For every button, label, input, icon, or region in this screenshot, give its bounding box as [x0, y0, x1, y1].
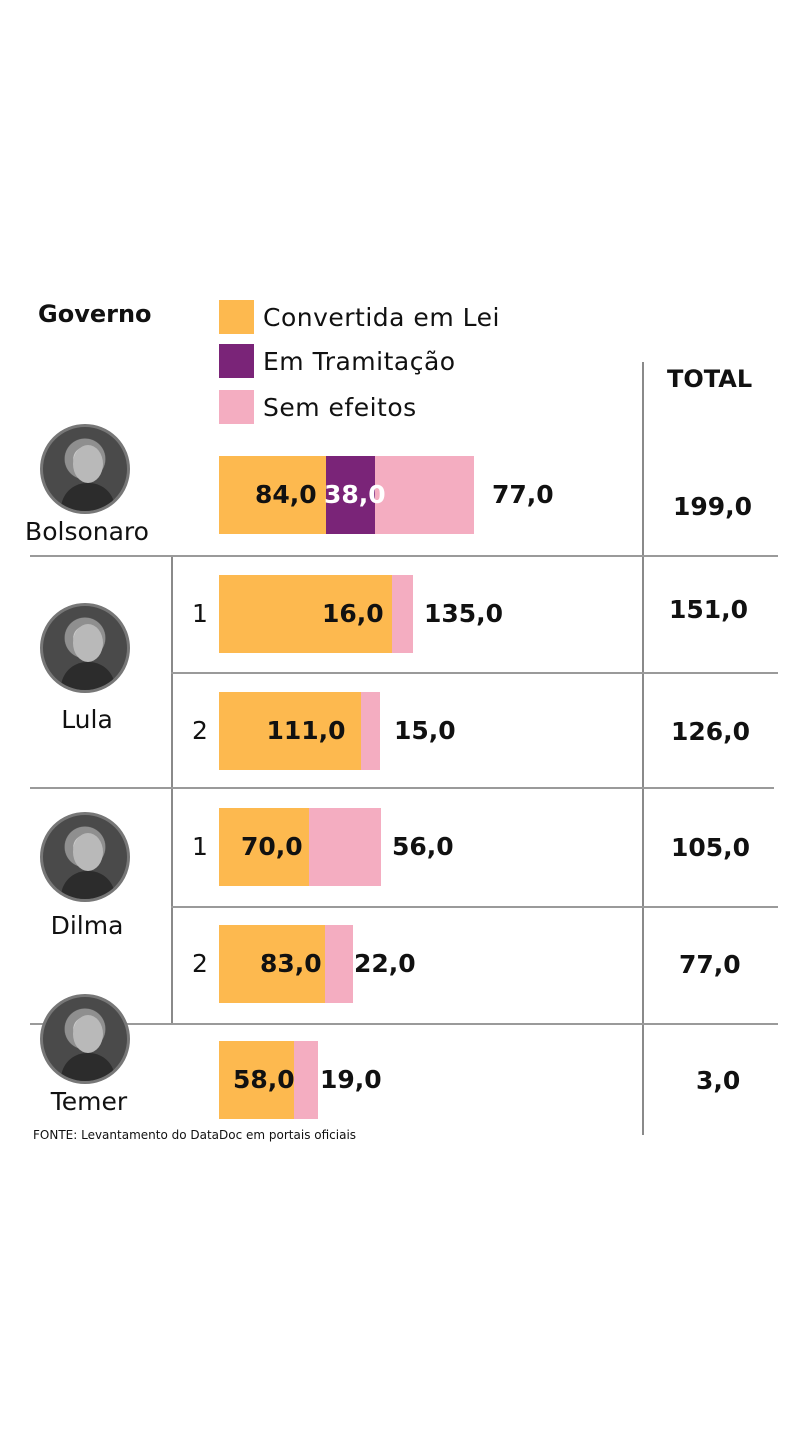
bar-label-converted: 58,0 — [233, 1065, 295, 1094]
bar-segment-no-effect — [325, 925, 353, 1003]
bar-segment-converted — [219, 925, 325, 1003]
total-value: 126,0 — [671, 717, 751, 746]
government-name-dilma: Dilma — [50, 911, 124, 940]
bar-label-outside: 15,0 — [394, 716, 456, 745]
government-name-lula: Lula — [61, 705, 113, 734]
bar-label-outside: 135,0 — [424, 599, 504, 628]
lula-photo — [40, 603, 130, 693]
term-number: 2 — [192, 949, 208, 978]
government-name-temer: Temer — [50, 1087, 128, 1116]
total-column-divider — [642, 362, 644, 1135]
bar-segment-converted — [219, 692, 361, 770]
total-header: TOTAL — [667, 365, 753, 393]
bar-label-outside: 56,0 — [392, 832, 454, 861]
term-number: 1 — [192, 599, 208, 628]
bar-label-converted: 70,0 — [241, 832, 303, 861]
legend-item-converted: Convertida em Lei — [219, 299, 500, 335]
legend-item-no-effect: Sem efeitos — [219, 389, 417, 425]
bar-segment-converted — [219, 808, 309, 886]
legend-label-in-progress: Em Tramitação — [263, 346, 456, 376]
total-value: 77,0 — [679, 950, 741, 979]
term-column-divider — [171, 556, 173, 1024]
governo-header: Governo — [38, 300, 152, 328]
bar-label-in-progress: 38,0 — [324, 480, 386, 509]
legend-swatch-converted — [219, 300, 254, 334]
bar-label-converted: 83,0 — [260, 949, 322, 978]
legend-swatch-in-progress — [219, 344, 254, 378]
bar-label-outside: 22,0 — [354, 949, 416, 978]
bar-label-converted: 111,0 — [266, 716, 346, 745]
total-value: 3,0 — [696, 1066, 741, 1095]
term-number: 1 — [192, 832, 208, 861]
legend-label-converted: Convertida em Lei — [263, 302, 500, 332]
legend-item-in-progress: Em Tramitação — [219, 343, 456, 379]
bar-segment-no-effect — [392, 575, 413, 653]
bolsonaro-photo — [40, 424, 130, 514]
total-value: 199,0 — [673, 492, 753, 521]
bar-label-converted: 84,0 — [255, 480, 317, 509]
bar-segment-no-effect — [309, 808, 381, 886]
total-value: 105,0 — [671, 833, 751, 862]
bar-label-converted: 16,0 — [322, 599, 384, 628]
bar-segment-no-effect — [294, 1041, 318, 1119]
bar-label-outside: 19,0 — [320, 1065, 382, 1094]
bar-label-outside: 77,0 — [492, 480, 554, 509]
dilma-photo — [40, 812, 130, 902]
term-number: 2 — [192, 716, 208, 745]
row-divider — [30, 787, 774, 789]
bar-segment-no-effect — [375, 456, 474, 534]
row-divider — [171, 672, 778, 674]
row-divider — [30, 1023, 778, 1025]
row-divider — [30, 555, 778, 557]
bar-segment-converted — [219, 456, 326, 534]
bar-segment-in-progress — [326, 456, 375, 534]
temer-photo — [40, 994, 130, 1084]
government-name-bolsonaro: Bolsonaro — [25, 517, 149, 546]
bar-segment-converted — [219, 575, 392, 653]
row-divider — [171, 906, 778, 908]
bar-segment-converted — [219, 1041, 294, 1119]
total-value: 151,0 — [669, 595, 749, 624]
legend-label-no-effect: Sem efeitos — [263, 392, 417, 422]
legend-swatch-no-effect — [219, 390, 254, 424]
source-note: FONTE: Levantamento do DataDoc em portai… — [33, 1128, 357, 1142]
bar-segment-no-effect — [361, 692, 380, 770]
